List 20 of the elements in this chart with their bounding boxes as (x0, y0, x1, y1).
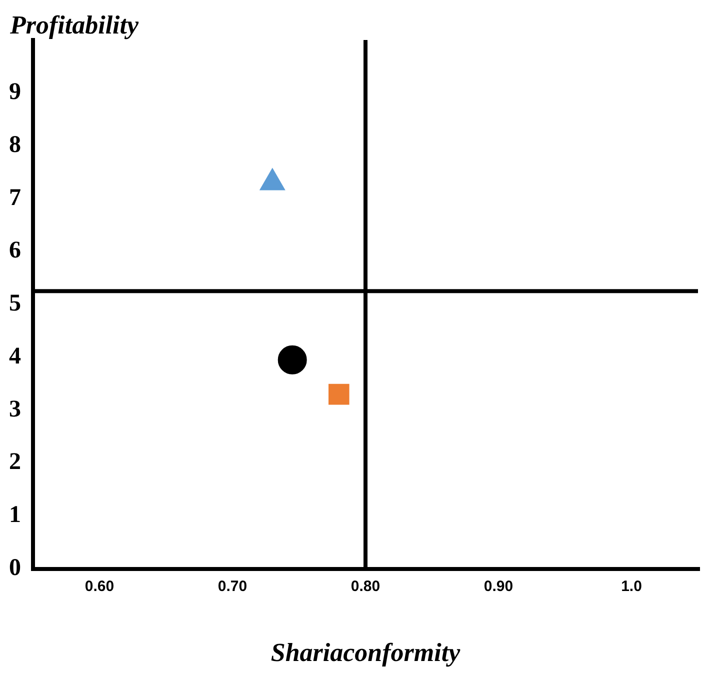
y-tick-label: 9 (9, 79, 21, 106)
y-tick-label: 5 (9, 290, 21, 317)
x-tick-label: 1.0 (621, 578, 642, 595)
x-tick-label: 0.60 (84, 578, 114, 595)
y-tick-label: 2 (9, 449, 21, 476)
y-tick-label: 0 (9, 555, 21, 582)
x-tick-label: 0.80 (350, 578, 380, 595)
y-tick-label: 6 (9, 238, 21, 264)
point (328, 384, 350, 405)
point (278, 345, 307, 374)
y-tick-label: 7 (9, 184, 21, 211)
x-tick-label: 0.70 (218, 578, 248, 595)
y-axis-title: Profitability (9, 10, 139, 40)
y-tick-label: 4 (9, 343, 21, 370)
point (260, 168, 286, 190)
x-tick-label: 0.90 (484, 578, 514, 595)
y-tick-label: 1 (9, 502, 21, 528)
y-tick-label: 8 (9, 132, 21, 158)
x-axis-title: Shariaconformity (270, 638, 461, 668)
y-tick-label: 3 (9, 396, 21, 422)
